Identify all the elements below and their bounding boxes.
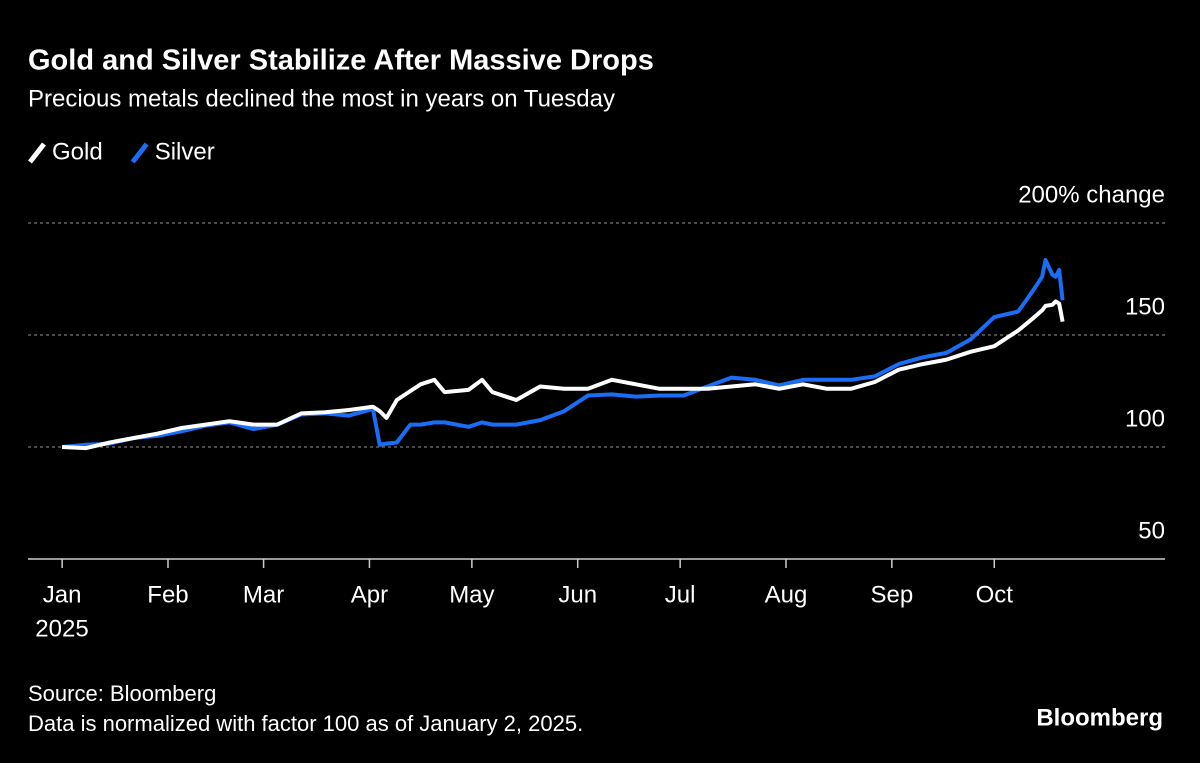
x-tick-label: Jul: [665, 581, 696, 608]
x-tick-label: Sep: [870, 581, 913, 608]
legend-label: Silver: [155, 138, 215, 165]
legend-swatch: [28, 142, 46, 164]
x-tick-label: Aug: [765, 581, 808, 608]
y-tick-label: 200% change: [1018, 181, 1165, 208]
x-tick-label: Oct: [976, 581, 1014, 608]
chart-title: Gold and Silver Stabilize After Massive …: [28, 45, 654, 77]
source: Source: Bloomberg: [28, 681, 216, 706]
legend-swatch: [130, 142, 149, 164]
x-tick-label: Feb: [147, 581, 188, 608]
legend-label: Gold: [52, 138, 103, 165]
x-year-label: 2025: [35, 615, 88, 642]
x-tick-label: Jan: [43, 581, 82, 608]
logo: Bloomberg: [1036, 704, 1163, 731]
series-line: [62, 299, 1065, 451]
series-line: [61, 258, 1065, 449]
y-tick-label: 100: [1125, 405, 1165, 432]
chart-subtitle: Precious metals declined the most in yea…: [28, 85, 615, 112]
x-tick-label: Mar: [243, 581, 284, 608]
x-tick-label: Jun: [558, 581, 597, 608]
y-tick-label: 150: [1125, 293, 1165, 320]
y-tick-label: 50: [1138, 517, 1165, 544]
x-tick-label: May: [449, 581, 494, 608]
x-tick-label: Apr: [351, 581, 388, 608]
note: Data is normalized with factor 100 as of…: [28, 711, 583, 736]
